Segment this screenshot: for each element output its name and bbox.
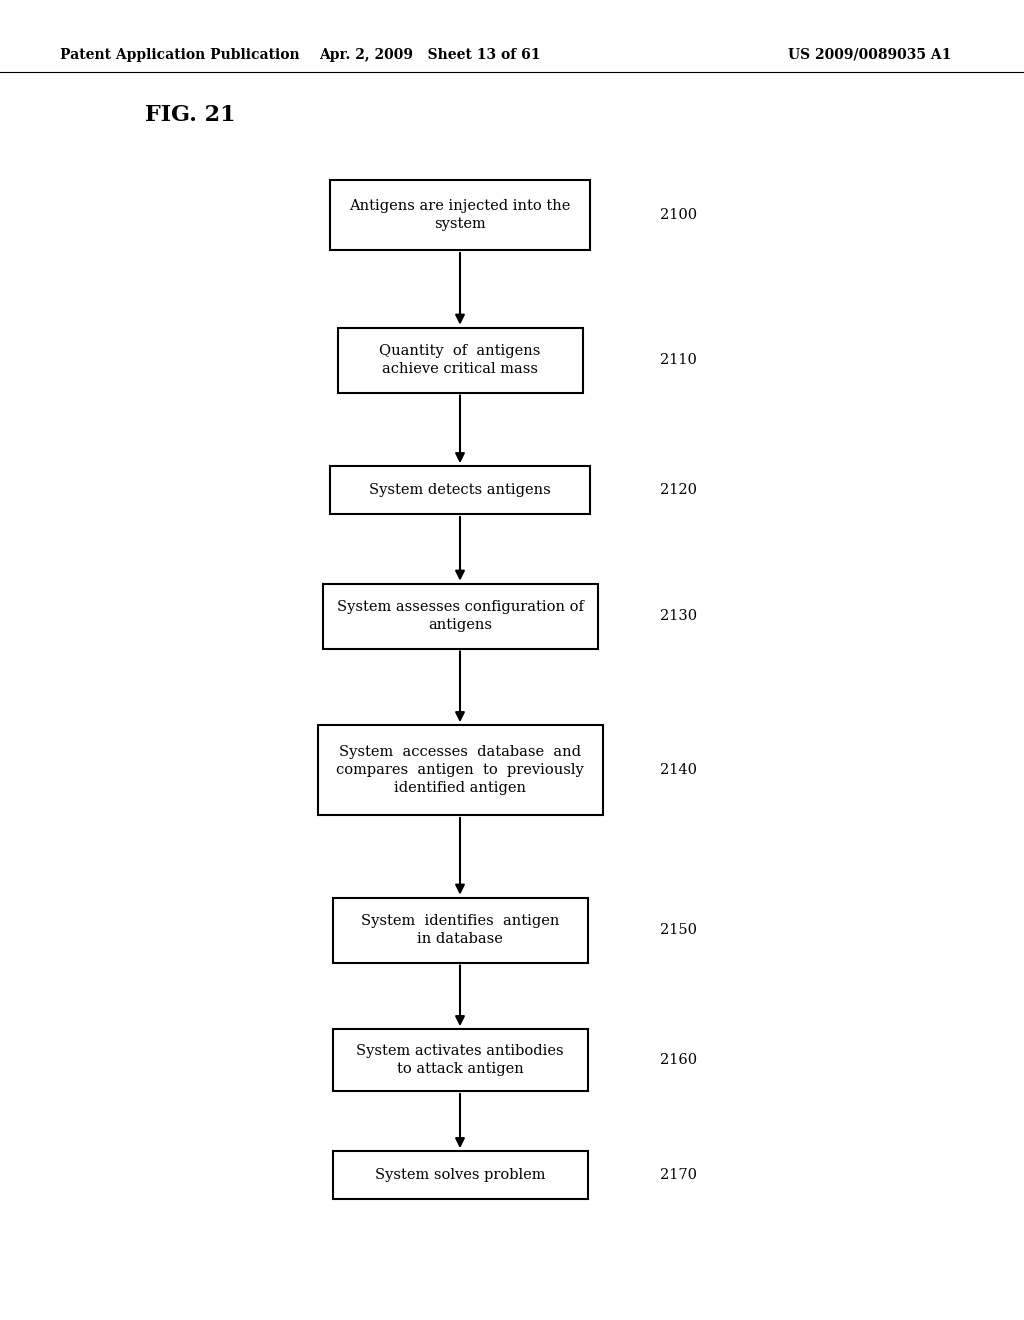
Text: FIG. 21: FIG. 21 [145,104,236,125]
Text: 2160: 2160 [660,1053,697,1067]
Bar [330,466,590,513]
Text: 2110: 2110 [660,352,697,367]
Text: 2120: 2120 [660,483,697,498]
Text: 2130: 2130 [660,609,697,623]
Text: System solves problem: System solves problem [375,1168,545,1181]
Text: System activates antibodies
to attack antigen: System activates antibodies to attack an… [356,1044,564,1076]
Bar [323,583,597,648]
Text: US 2009/0089035 A1: US 2009/0089035 A1 [788,48,951,62]
Bar [333,1030,588,1092]
Text: 2140: 2140 [660,763,697,777]
Text: 2150: 2150 [660,923,697,937]
Text: System assesses configuration of
antigens: System assesses configuration of antigen… [337,599,584,632]
Bar [333,1151,588,1199]
Bar [330,180,590,249]
Bar [338,327,583,392]
Text: 2170: 2170 [660,1168,697,1181]
Text: Apr. 2, 2009   Sheet 13 of 61: Apr. 2, 2009 Sheet 13 of 61 [319,48,541,62]
Text: Patent Application Publication: Patent Application Publication [60,48,300,62]
Text: System detects antigens: System detects antigens [369,483,551,498]
Text: System  accesses  database  and
compares  antigen  to  previously
identified ant: System accesses database and compares an… [336,744,584,796]
Text: System  identifies  antigen
in database: System identifies antigen in database [360,913,559,946]
Text: 2100: 2100 [660,209,697,222]
Bar [317,725,602,814]
Text: Antigens are injected into the
system: Antigens are injected into the system [349,199,570,231]
Bar [333,898,588,962]
Text: Quantity  of  antigens
achieve critical mass: Quantity of antigens achieve critical ma… [379,343,541,376]
